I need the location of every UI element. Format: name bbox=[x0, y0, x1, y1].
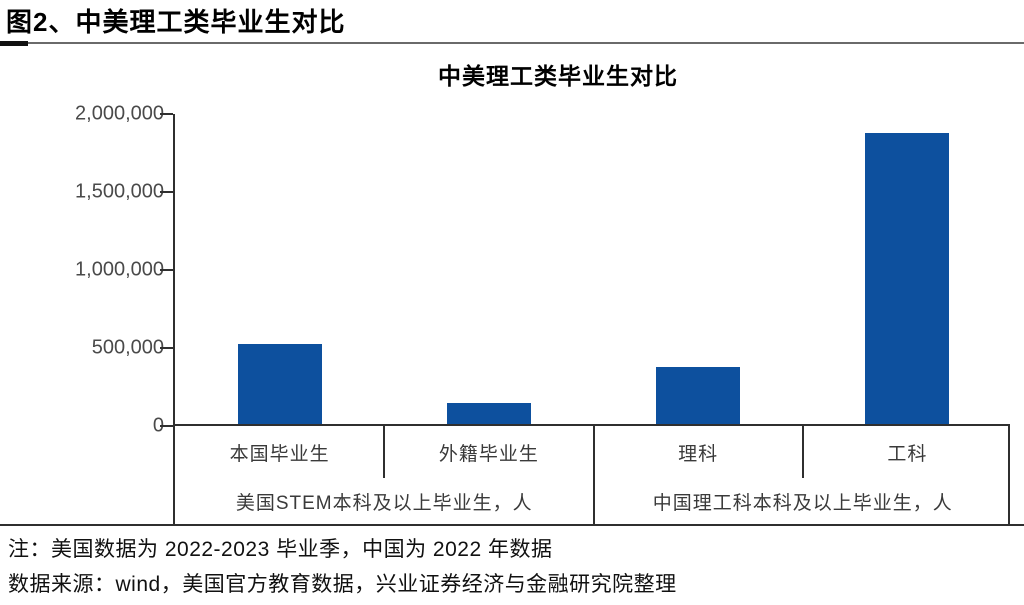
y-axis-tick-label: 500,000 bbox=[91, 336, 164, 359]
x-axis-category-label: 工科 bbox=[887, 443, 928, 465]
x-axis-category-label: 本国毕业生 bbox=[229, 443, 330, 465]
x-axis-label-box: 本国毕业生 外籍毕业生 理科 工科美国STEM本科及以上毕业生，人 中国理工科本科及以上… bbox=[173, 426, 1010, 526]
chart-bar bbox=[656, 367, 741, 424]
chart-source: 数据来源：wind，美国官方教育数据，兴业证券经济与金融研究院整理 bbox=[8, 573, 677, 596]
y-axis-tick-label: 2,000,000 bbox=[75, 102, 164, 125]
header-rule bbox=[0, 42, 1024, 44]
y-axis-tick-mark bbox=[160, 347, 173, 349]
x-axis-group-label: 美国STEM本科及以上毕业生，人 bbox=[235, 492, 533, 514]
chart-title: 中美理工类毕业生对比 bbox=[438, 63, 678, 89]
figure-bottom-rule bbox=[0, 524, 1024, 526]
y-axis-tick-mark bbox=[160, 113, 173, 115]
chart-bar bbox=[237, 344, 322, 424]
y-axis-tick-mark bbox=[160, 191, 173, 193]
y-axis-tick-label: 1,000,000 bbox=[75, 258, 164, 281]
plot-area bbox=[173, 114, 1010, 426]
category-separator bbox=[383, 426, 386, 478]
chart-bar bbox=[865, 133, 950, 424]
x-axis-group-label: 中国理工科本科及以上毕业生，人 bbox=[652, 492, 953, 514]
x-axis-category-label: 理科 bbox=[678, 443, 719, 465]
category-separator bbox=[801, 426, 804, 478]
group-separator bbox=[592, 426, 595, 526]
figure-label: 图2、中美理工类毕业生对比 bbox=[6, 7, 346, 37]
y-axis-tick-label: 1,500,000 bbox=[75, 180, 164, 203]
y-axis-tick-mark bbox=[160, 269, 173, 271]
y-axis-tick-mark bbox=[160, 425, 173, 427]
chart-bar bbox=[446, 403, 531, 424]
x-axis-category-label: 外籍毕业生 bbox=[438, 443, 539, 465]
chart-note: 注：美国数据为 2022-2023 毕业季，中国为 2022 年数据 bbox=[8, 538, 553, 561]
y-axis-tick-label: 0 bbox=[152, 414, 164, 437]
header-rule-accent bbox=[0, 41, 28, 46]
